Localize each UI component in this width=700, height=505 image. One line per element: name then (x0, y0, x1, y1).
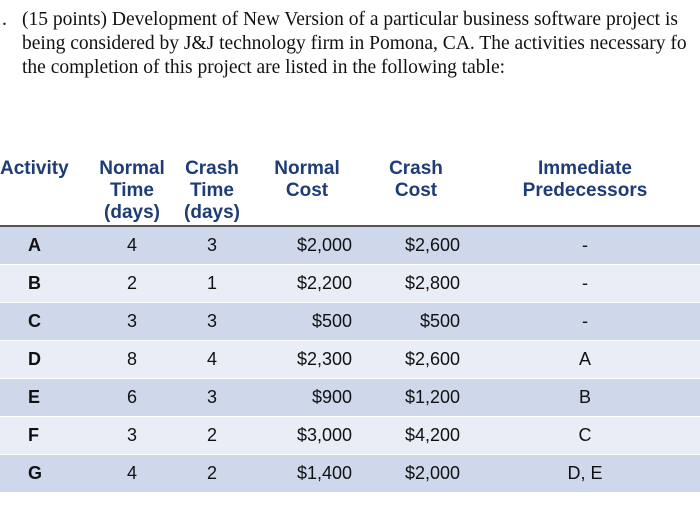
cell-normal-cost: $2,200 (252, 264, 362, 303)
cell-activity: A (0, 226, 92, 265)
cell-normal-cost: $2,300 (252, 340, 362, 379)
cell-activity: C (0, 302, 92, 341)
cell-activity: D (0, 340, 92, 379)
cell-normal-time: 3 (92, 302, 172, 341)
cell-activity: B (0, 264, 92, 303)
table-row: E 6 3 $900 $1,200 B (0, 378, 700, 417)
problem-line-3: the completion of this project are liste… (22, 57, 506, 78)
cell-predecessors: C (470, 416, 700, 455)
cell-normal-time: 2 (92, 264, 172, 303)
cell-normal-time: 8 (92, 340, 172, 379)
table-row: F 3 2 $3,000 $4,200 C (0, 416, 700, 455)
cell-crash-cost: $2,600 (362, 226, 470, 265)
cell-normal-time: 3 (92, 416, 172, 455)
header-crash-cost: Crash Cost (362, 148, 470, 226)
activities-table: Activity Normal Time (days) Crash Time (… (0, 148, 700, 493)
cell-crash-time: 3 (172, 226, 252, 265)
cell-crash-cost: $1,200 (362, 378, 470, 417)
cell-predecessors: B (470, 378, 700, 417)
cell-normal-cost: $900 (252, 378, 362, 417)
header-activity: Activity (0, 148, 92, 226)
cell-normal-time: 6 (92, 378, 172, 417)
cell-normal-time: 4 (92, 226, 172, 265)
cell-predecessors: A (470, 340, 700, 379)
cell-crash-time: 3 (172, 378, 252, 417)
cell-normal-cost: $2,000 (252, 226, 362, 265)
cell-crash-cost: $2,000 (362, 454, 470, 493)
header-normal-cost: Normal Cost (252, 148, 362, 226)
cell-crash-time: 3 (172, 302, 252, 341)
cell-crash-cost: $500 (362, 302, 470, 341)
header-normal-time: Normal Time (days) (92, 148, 172, 226)
cell-predecessors: - (470, 302, 700, 341)
cell-normal-cost: $3,000 (252, 416, 362, 455)
problem-line-2: being considered by J&J technology firm … (22, 33, 687, 54)
cell-activity: F (0, 416, 92, 455)
cell-crash-time: 1 (172, 264, 252, 303)
header-predecessors: Immediate Predecessors (470, 148, 700, 226)
problem-line-1: . (15 points) Development of New Version… (2, 9, 678, 30)
header-crash-time: Crash Time (days) (172, 148, 252, 226)
table-row: A 4 3 $2,000 $2,600 - (0, 226, 700, 265)
cell-crash-cost: $2,800 (362, 264, 470, 303)
cell-normal-cost: $500 (252, 302, 362, 341)
table-header-row: Activity Normal Time (days) Crash Time (… (0, 148, 700, 226)
problem-bullet: . (2, 9, 7, 30)
cell-normal-time: 4 (92, 454, 172, 493)
cell-predecessors: D, E (470, 454, 700, 493)
table-row: D 8 4 $2,300 $2,600 A (0, 340, 700, 379)
cell-crash-cost: $4,200 (362, 416, 470, 455)
cell-normal-cost: $1,400 (252, 454, 362, 493)
cell-crash-time: 4 (172, 340, 252, 379)
problem-statement: . (15 points) Development of New Version… (0, 8, 700, 80)
table-row: C 3 3 $500 $500 - (0, 302, 700, 341)
cell-activity: E (0, 378, 92, 417)
cell-crash-cost: $2,600 (362, 340, 470, 379)
table-row: G 4 2 $1,400 $2,000 D, E (0, 454, 700, 493)
table-row: B 2 1 $2,200 $2,800 - (0, 264, 700, 303)
cell-predecessors: - (470, 264, 700, 303)
cell-activity: G (0, 454, 92, 493)
cell-crash-time: 2 (172, 454, 252, 493)
cell-crash-time: 2 (172, 416, 252, 455)
cell-predecessors: - (470, 226, 700, 265)
